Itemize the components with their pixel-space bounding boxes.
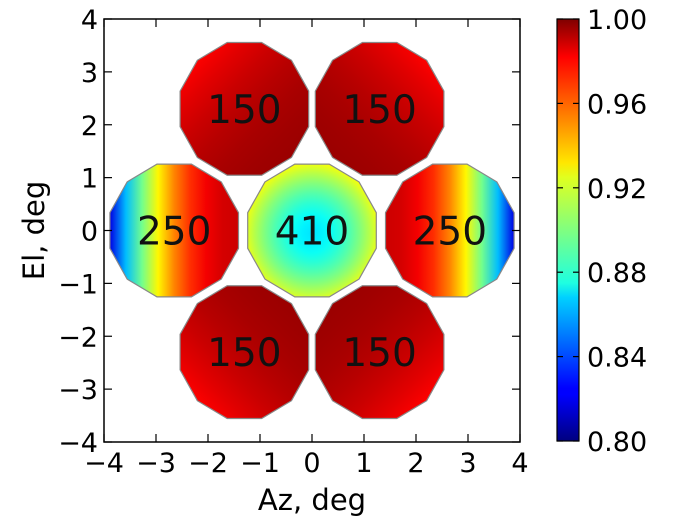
colorbar-tick-label-2: 0.88 [587,258,647,289]
axis-ticks: −4 −3 −2 −1 0 1 2 3 4 −4 −3 −2 −1 0 1 2 3 4 [58,5,528,479]
panel-2-heatmap [315,42,444,176]
panel-0-label: 410 [275,210,349,255]
colorbar-tick-label-0: 0.80 [587,427,647,458]
y-tick-label-2: −2 [58,322,98,353]
panel-4-heatmap [385,164,515,297]
panel-4-outline [384,163,515,298]
x-tick-label-7: 3 [459,448,476,479]
x-tick-label-6: 2 [407,448,424,479]
x-tick-label-4: 0 [303,448,320,479]
panel-1-outline [179,41,310,176]
x-tick-label-2: −2 [188,448,228,479]
x-tick-label-1: −3 [136,448,176,479]
colorbar-tick-label-1: 0.84 [587,343,647,374]
x-tick-label-0: −4 [84,448,124,479]
x-tick-label-3: −1 [240,448,280,479]
y-tick-label-1: −3 [58,375,98,406]
panel-2-outline [314,41,445,176]
y-tick-label-6: 2 [81,111,98,142]
panel-5-label: 150 [207,331,281,376]
panel-4-label: 250 [413,210,487,255]
y-tick-label-4: 0 [81,217,98,248]
panels: 410 150 150 250 250 150 150 [109,41,515,420]
y-tick-label-0: −4 [58,428,98,459]
colorbar-tick-label-3: 0.92 [587,174,647,205]
panel-0-heatmap [247,164,377,297]
y-tick-label-3: −1 [58,269,98,300]
colorbar: 0.80 0.84 0.88 0.92 0.96 1.00 [556,5,647,458]
panel-6-outline [314,285,445,420]
colorbar-tick-label-4: 0.96 [587,89,647,120]
panel-6-label: 150 [342,331,416,376]
y-tick-label-5: 1 [81,164,98,195]
panel-5-outline [179,285,310,420]
panel-6-heatmap [315,285,444,419]
panel-5-heatmap [180,285,309,419]
panel-0-outline [247,163,377,298]
panel-3-heatmap [109,164,239,297]
colorbar-tick-label-5: 1.00 [587,5,647,36]
colorbar-gradient [556,18,580,442]
panel-1-heatmap [180,42,309,176]
x-tick-label-8: 4 [511,448,528,479]
y-tick-label-7: 3 [81,58,98,89]
panel-1-label: 150 [207,88,281,133]
x-tick-label-5: 1 [355,448,372,479]
y-axis-label: El, deg [17,181,51,280]
panel-3-label: 250 [137,210,211,255]
x-axis-label: Az, deg [258,483,366,517]
panel-3-outline [109,163,240,298]
panel-2-label: 150 [342,88,416,133]
y-tick-label-8: 4 [81,5,98,36]
